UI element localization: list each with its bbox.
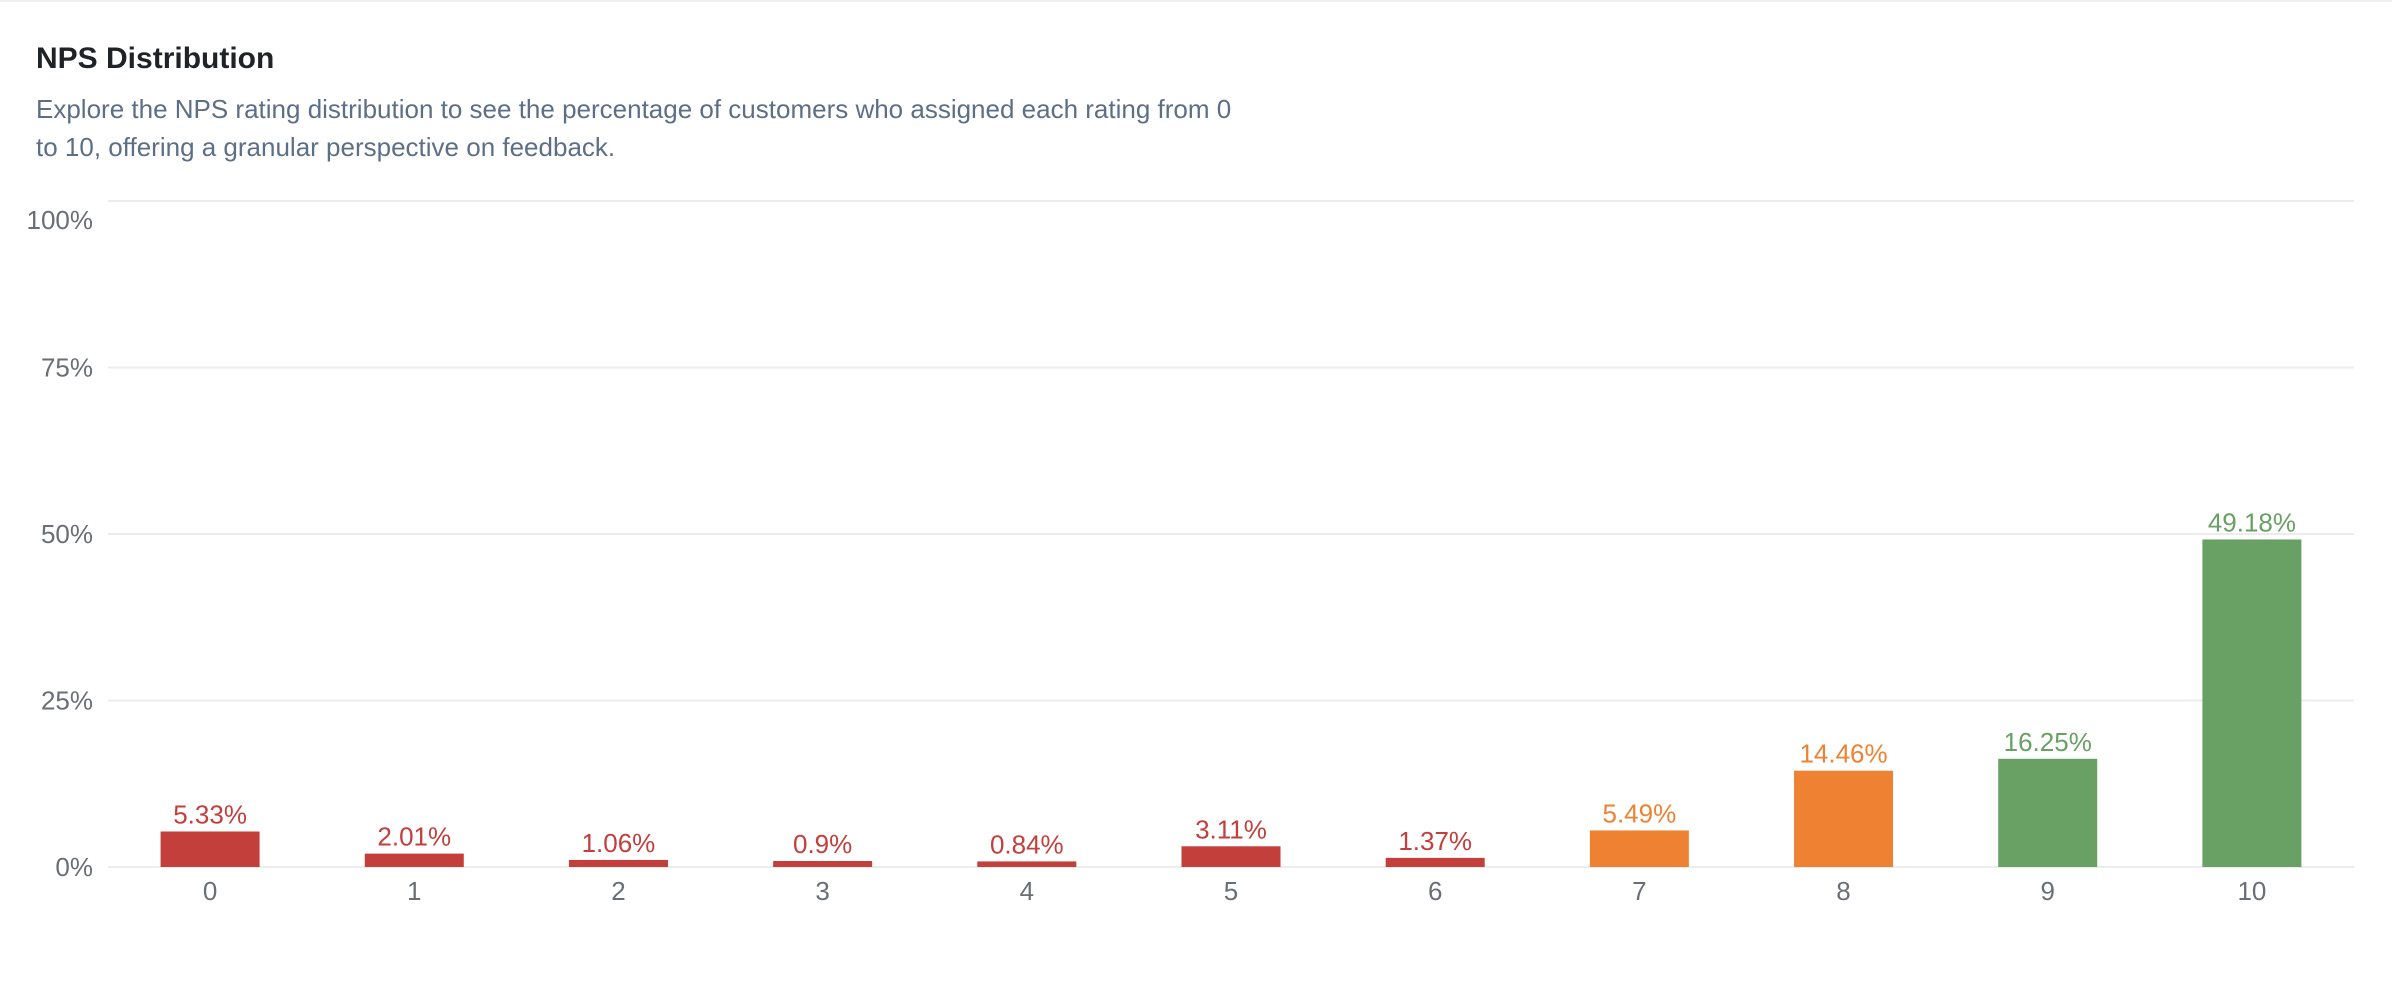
bar-rating-1[interactable] <box>364 853 464 867</box>
bar-rating-10[interactable] <box>2202 539 2302 867</box>
data-label-rating-7: 5.49% <box>1602 798 1676 828</box>
x-tick-label: 10 <box>2237 876 2266 906</box>
y-tick-label: 50% <box>41 519 93 549</box>
x-tick-label: 6 <box>1428 876 1442 906</box>
bar-rating-2[interactable] <box>568 859 668 867</box>
chart-title: NPS Distribution <box>36 42 275 75</box>
bar-rating-5[interactable] <box>1181 846 1281 867</box>
bar-rating-9[interactable] <box>1998 758 2098 867</box>
y-tick-label: 25% <box>41 686 93 716</box>
bar-rating-3[interactable] <box>773 861 873 867</box>
y-tick-label: 100% <box>27 205 94 235</box>
bar-rating-6[interactable] <box>1385 857 1485 867</box>
data-label-rating-6: 1.37% <box>1398 826 1472 856</box>
chart-subtitle: Explore the NPS rating distribution to s… <box>36 94 1232 162</box>
bar-rating-4[interactable] <box>977 861 1077 867</box>
bar-rating-7[interactable] <box>1589 830 1689 867</box>
x-tick-label: 2 <box>611 876 625 906</box>
x-tick-label: 9 <box>2040 876 2054 906</box>
data-label-rating-2: 1.06% <box>582 828 656 858</box>
data-label-rating-1: 2.01% <box>377 822 451 852</box>
x-tick-label: 7 <box>1632 876 1646 906</box>
data-label-rating-9: 16.25% <box>2004 727 2092 757</box>
data-label-rating-10: 49.18% <box>2208 507 2296 537</box>
x-tick-label: 4 <box>1020 876 1034 906</box>
x-tick-label: 0 <box>203 876 217 906</box>
data-label-rating-8: 14.46% <box>1799 739 1887 769</box>
x-tick-label: 1 <box>407 876 421 906</box>
x-tick-label: 3 <box>815 876 829 906</box>
x-tick-label: 8 <box>1836 876 1850 906</box>
data-label-rating-3: 0.9% <box>793 829 852 859</box>
y-tick-label: 75% <box>41 353 93 383</box>
data-label-rating-5: 3.11% <box>1195 814 1267 844</box>
data-label-rating-0: 5.33% <box>173 800 247 830</box>
bar-rating-0[interactable] <box>160 831 260 867</box>
bar-rating-8[interactable] <box>1794 770 1894 867</box>
x-tick-label: 5 <box>1224 876 1238 906</box>
y-tick-label: 0% <box>55 852 93 882</box>
data-label-rating-4: 0.84% <box>990 829 1064 859</box>
